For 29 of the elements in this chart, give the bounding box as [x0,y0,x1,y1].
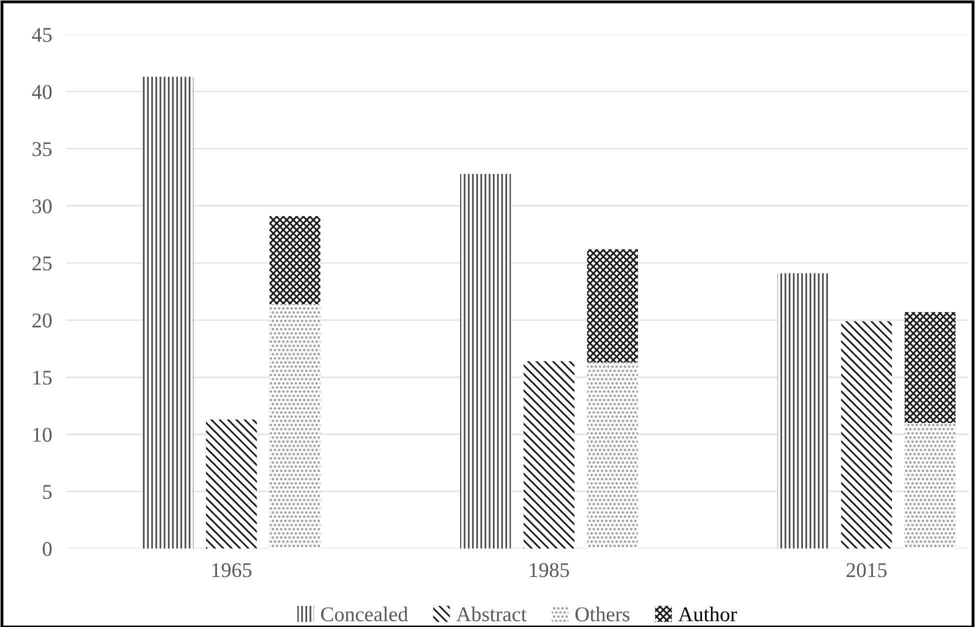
bar [904,312,956,423]
bar [524,361,574,549]
y-tick-label: 0 [42,542,52,556]
x-tick-label: 2015 [846,563,887,578]
y-tick-label: 45 [32,28,52,42]
y-tick-label: 25 [32,256,52,270]
bar [904,422,956,549]
bar [270,304,320,549]
bar [587,249,638,362]
x-tick-label: 1965 [212,563,252,578]
y-tick-label: 10 [33,428,52,442]
bar [841,321,892,549]
y-tick-label: 35 [32,142,52,156]
y-tick-label: 15 [33,370,52,385]
y-tick-label: 20 [32,313,52,328]
legend-label: Concealed [321,606,408,622]
y-tick-label: 30 [32,199,52,214]
bar [270,216,320,304]
bar [142,76,194,549]
legend-label: Author [678,606,737,622]
y-tick-label: 5 [43,485,52,499]
legend-label: Abstract [456,606,527,622]
bar [587,362,638,549]
bar [778,273,828,549]
x-tick-label: 1985 [530,563,570,578]
bar [206,420,257,549]
bar [460,174,511,549]
y-tick-label: 40 [32,84,52,100]
legend-label: Others [575,606,630,622]
